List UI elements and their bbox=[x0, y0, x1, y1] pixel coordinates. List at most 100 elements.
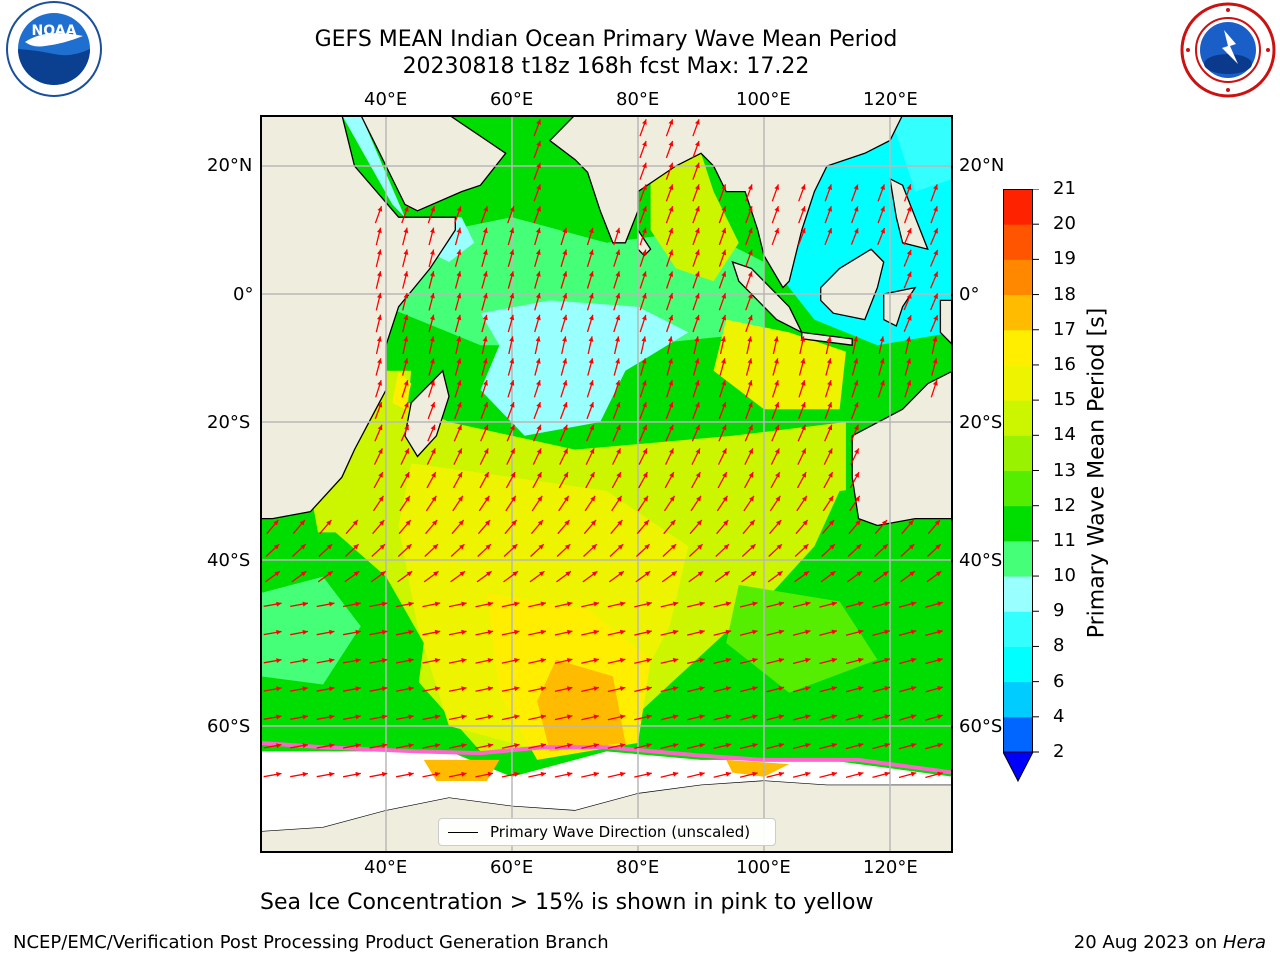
wave-arrow-head bbox=[747, 271, 753, 277]
wave-arrow-head bbox=[646, 771, 652, 777]
machine-name: Hera bbox=[1222, 932, 1266, 953]
wave-arrow-head bbox=[302, 714, 308, 720]
wave-arrow-head bbox=[646, 601, 652, 607]
wave-arrow-head bbox=[381, 686, 388, 692]
wave-arrow-head bbox=[880, 228, 885, 234]
wave-arrow-head bbox=[430, 358, 435, 364]
wave-arrow-head bbox=[589, 380, 594, 386]
wave-arrow-head bbox=[381, 629, 388, 635]
wave-arrow-head bbox=[672, 743, 679, 748]
wave-arrow-head bbox=[699, 771, 705, 777]
wave-arrow-head bbox=[514, 771, 520, 777]
wave-arrow-head bbox=[668, 402, 674, 408]
wave-arrow-head bbox=[908, 520, 914, 526]
wave-arrow-head bbox=[355, 686, 361, 692]
wave-arrow-head bbox=[643, 495, 648, 502]
wave-arrow-head bbox=[641, 271, 647, 277]
wave-arrow-head bbox=[774, 358, 779, 364]
wave-arrow-head bbox=[512, 571, 518, 577]
wave-arrow-head bbox=[377, 206, 383, 212]
lat-tick-left: 60°S bbox=[207, 716, 251, 737]
wave-arrow-head bbox=[593, 657, 599, 663]
colorbar-label: 16 bbox=[1053, 353, 1076, 375]
wave-arrow-head bbox=[668, 380, 674, 386]
wave-arrow-head bbox=[276, 686, 282, 692]
colorbar-bin bbox=[1003, 224, 1033, 260]
wave-arrow-head bbox=[403, 227, 409, 234]
wave-arrow-head bbox=[408, 601, 414, 607]
wave-arrow-head bbox=[512, 544, 518, 550]
wave-arrow-head bbox=[668, 184, 674, 190]
lon-tick-bottom: 100°E bbox=[736, 857, 791, 878]
wave-arrow-head bbox=[567, 601, 573, 607]
lat-tick-left: 20°S bbox=[207, 412, 251, 433]
wave-arrow-head bbox=[535, 336, 541, 342]
wave-arrow-head bbox=[932, 336, 938, 342]
wave-arrow-head bbox=[377, 227, 382, 234]
wave-arrow-head bbox=[429, 336, 435, 342]
wave-arrow-head bbox=[329, 629, 335, 635]
wave-arrow-head bbox=[721, 249, 727, 256]
colorbar-label: 4 bbox=[1053, 705, 1065, 727]
wave-arrow-head bbox=[775, 495, 781, 502]
wave-arrow-head bbox=[828, 472, 833, 478]
wave-arrow-head bbox=[326, 544, 333, 550]
land-java bbox=[801, 331, 853, 346]
wave-arrow-head bbox=[906, 184, 912, 190]
lat-tick-right: 60°S bbox=[959, 716, 1003, 737]
wave-arrow-head bbox=[483, 380, 488, 386]
wave-arrow-head bbox=[302, 629, 308, 635]
wave-arrow-head bbox=[933, 293, 938, 299]
wave-arrow-head bbox=[619, 657, 626, 663]
wave-arrow-head bbox=[404, 472, 410, 478]
wave-arrow-head bbox=[937, 629, 943, 635]
wave-arrow-head bbox=[461, 658, 467, 663]
wave-arrow-head bbox=[457, 424, 462, 431]
wave-arrow-head bbox=[696, 520, 702, 526]
wave-arrow-head bbox=[485, 520, 491, 526]
wave-arrow-head bbox=[774, 448, 780, 454]
wave-arrow-head bbox=[619, 771, 626, 777]
wave-arrow-head bbox=[828, 520, 835, 526]
wave-arrow-head bbox=[934, 520, 940, 526]
wave-arrow-head bbox=[615, 380, 621, 386]
wave-arrow-head bbox=[434, 629, 441, 635]
wave-arrow-head bbox=[590, 520, 596, 526]
wave-arrow-head bbox=[805, 686, 811, 691]
wave-arrow-head bbox=[694, 249, 700, 256]
wave-arrow-head bbox=[403, 380, 409, 386]
wave-arrow-head bbox=[699, 714, 705, 720]
lon-tick-top: 120°E bbox=[863, 89, 918, 110]
wave-arrow-head bbox=[406, 544, 412, 550]
period-8-9s-central bbox=[480, 300, 689, 436]
colorbar-label: 21 bbox=[1053, 178, 1076, 199]
wave-arrow-head bbox=[641, 249, 647, 256]
wave-arrow-head bbox=[853, 336, 858, 342]
legend-label: Primary Wave Direction (unscaled) bbox=[490, 823, 751, 841]
wave-arrow-head bbox=[536, 380, 541, 386]
wave-arrow-head bbox=[672, 771, 679, 777]
wave-arrow-head bbox=[565, 571, 571, 577]
wave-arrow-head bbox=[669, 495, 675, 502]
wave-arrow-head bbox=[616, 472, 621, 478]
wave-arrow-head bbox=[510, 448, 515, 454]
wave-arrow-head bbox=[801, 472, 807, 478]
wave-arrow-head bbox=[884, 629, 890, 635]
wave-arrow-head bbox=[699, 743, 705, 748]
wave-arrow-head bbox=[430, 271, 435, 277]
wave-arrow-head bbox=[457, 472, 463, 478]
colorbar-bin bbox=[1003, 611, 1033, 647]
wave-arrow-head bbox=[487, 658, 494, 663]
wave-arrow-head bbox=[933, 315, 938, 321]
wave-arrow-head bbox=[408, 743, 414, 748]
wave-arrow-head bbox=[514, 714, 520, 720]
wave-arrow-head bbox=[509, 271, 515, 277]
wave-arrow-head bbox=[615, 336, 620, 342]
wave-arrow-head bbox=[329, 714, 335, 720]
wave-arrow-head bbox=[562, 380, 568, 386]
wave-arrow-head bbox=[801, 495, 807, 502]
wave-arrow-head bbox=[615, 424, 621, 431]
wave-arrow-head bbox=[858, 657, 864, 663]
wave-arrow-head bbox=[408, 714, 414, 720]
wave-arrow-head bbox=[514, 629, 520, 635]
